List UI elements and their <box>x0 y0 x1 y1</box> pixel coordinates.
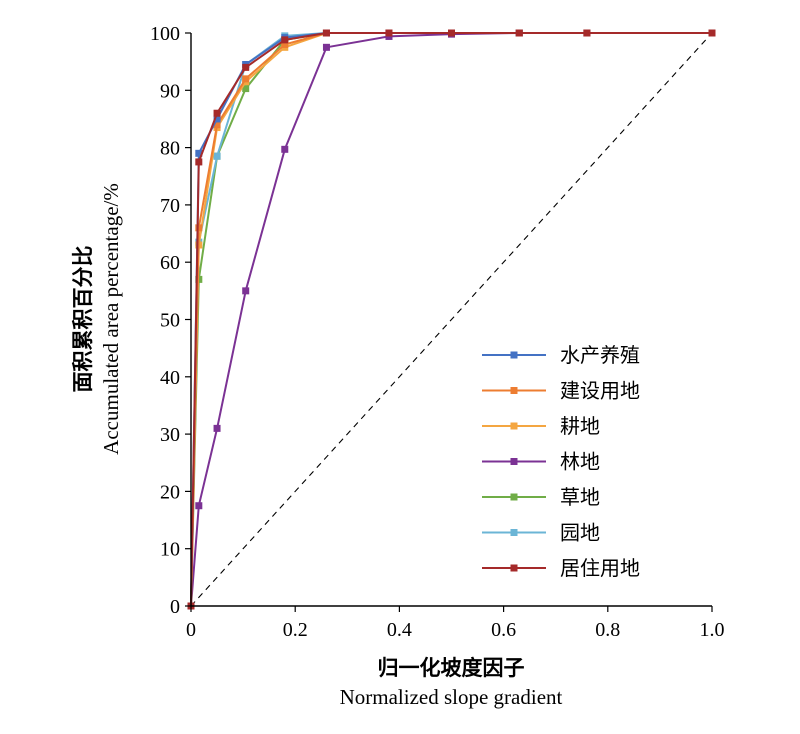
y-tick-label: 30 <box>160 424 180 446</box>
data-point <box>242 85 250 93</box>
data-point <box>195 224 203 232</box>
legend-item: 耕地 <box>482 414 600 438</box>
legend-label: 居住用地 <box>560 556 640 580</box>
legend-swatch-marker <box>510 493 518 501</box>
y-tick-label: 50 <box>160 310 180 332</box>
legend-swatch-marker <box>510 529 518 536</box>
data-point <box>515 29 523 37</box>
legend-item: 建设用地 <box>482 379 640 403</box>
series-6 <box>187 29 716 610</box>
data-point <box>281 40 289 48</box>
y-tick-label: 10 <box>160 539 180 561</box>
x-axis-title-en: Normalized slope gradient <box>340 685 563 709</box>
y-tick-label: 60 <box>160 252 180 274</box>
y-tick-label: 80 <box>160 138 180 160</box>
axes: 0 10 20 30 40 50 60 70 80 90 100 0 0.2 0.4 0.6 0.8 1.0 <box>150 23 725 641</box>
y-axis-title-en: Accumulated area percentage/% <box>99 183 123 455</box>
legend-item: 居住用地 <box>482 556 640 580</box>
y-tick-label: 0 <box>170 596 180 618</box>
legend-label: 草地 <box>560 485 600 509</box>
y-tick-label: 90 <box>160 80 180 102</box>
x-tick-label: 0.4 <box>387 619 412 641</box>
x-tick-label: 1.0 <box>700 619 725 641</box>
data-point <box>213 121 221 129</box>
legend-item: 草地 <box>482 485 600 509</box>
data-point <box>195 502 203 510</box>
legend-label: 耕地 <box>560 414 600 438</box>
legend-swatch-marker <box>510 458 518 465</box>
x-tick-label: 0.2 <box>283 619 308 641</box>
data-point <box>242 287 250 295</box>
legend-label: 建设用地 <box>560 379 640 403</box>
legend-swatch-marker <box>510 422 518 430</box>
x-tick-label: 0 <box>186 619 196 641</box>
data-point <box>385 29 393 37</box>
data-point <box>213 152 221 160</box>
data-point <box>448 29 455 37</box>
series-layer <box>187 29 716 610</box>
x-tick-label: 0.8 <box>595 619 620 641</box>
data-point <box>195 158 203 166</box>
legend-item: 水产养殖 <box>482 343 640 367</box>
legend-swatch-marker <box>510 351 518 359</box>
data-point <box>281 36 289 44</box>
y-tick-label: 100 <box>150 23 180 45</box>
data-point <box>195 149 203 157</box>
data-point <box>213 109 221 117</box>
data-point <box>322 29 330 37</box>
data-point <box>708 29 716 37</box>
legend-swatch-marker <box>510 564 518 572</box>
legend-label: 园地 <box>560 521 600 545</box>
reference-line-layer <box>190 32 713 607</box>
x-tick-label: 0.6 <box>491 619 516 641</box>
y-axis-title-cn: 面积累积百分比 <box>71 246 95 393</box>
y-tick-label: 20 <box>160 481 180 503</box>
data-point <box>242 75 250 83</box>
x-axis-title-cn: 归一化坡度因子 <box>378 656 525 680</box>
data-point <box>281 145 289 153</box>
data-point <box>322 43 330 51</box>
data-point <box>213 115 221 123</box>
diagonal-reference-line <box>190 32 713 607</box>
legend-label: 林地 <box>560 450 600 474</box>
legend-label: 水产养殖 <box>560 343 640 367</box>
data-point <box>213 424 221 432</box>
legend-item: 园地 <box>482 521 600 545</box>
data-point <box>583 29 591 37</box>
legend-item: 林地 <box>482 450 600 474</box>
legend-swatch-marker <box>510 387 518 394</box>
data-point <box>242 63 250 71</box>
y-tick-label: 40 <box>160 367 180 389</box>
y-tick-label: 70 <box>160 195 180 217</box>
